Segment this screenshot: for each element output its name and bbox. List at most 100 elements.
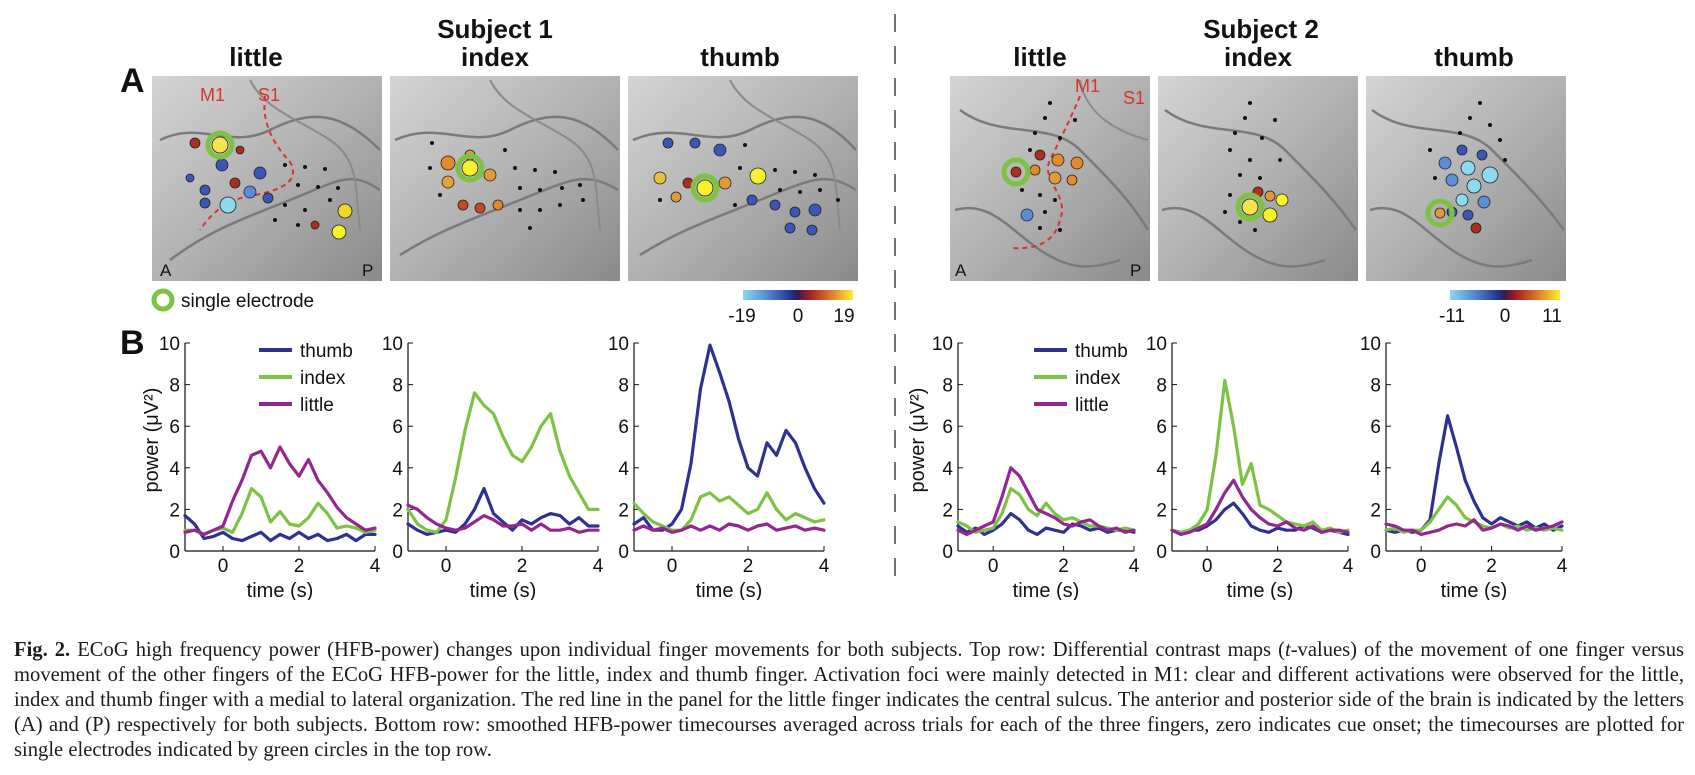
colorbar2-max: 11 [1542,306,1562,327]
x-axis-label: time (s) [1227,580,1294,600]
panel-a-label: A [120,62,145,100]
y-tick-label: 6 [392,417,403,438]
x-axis-label: time (s) [1013,580,1080,600]
y-tick-label: 6 [1156,417,1167,438]
series-line-little [1170,478,1350,537]
single-electrode-legend: single electrode [181,291,314,312]
brain-s1-little: M1 S1 A P [152,76,382,281]
legend-subject2: thumb index little [1034,341,1128,416]
x-tick-label: 4 [593,556,604,577]
x-tick-label: 2 [743,556,754,577]
series-line-index [1170,378,1350,534]
figure-caption: Fig. 2. ECoG high frequency power (HFB-p… [14,638,1684,763]
brain-s2-little: M1 S1 A P [950,76,1150,281]
s1-label-little: little [229,42,282,72]
legend-index: index [300,368,346,389]
single-electrode-legend-icon [151,288,175,312]
x-tick-label: 2 [1486,556,1497,577]
colorbar-subject1: -19 0 19 [728,290,855,327]
colorbar2-min: -11 [1439,306,1465,327]
s1-label-index: index [461,42,529,72]
timecourse-s2-little: 0 2 4 6 8 10 0 2 4 time (s) [932,334,1140,600]
series-line-index [632,491,826,532]
series-line-thumb [1384,414,1564,534]
y-tick-label: 10 [1146,334,1167,355]
series-line-thumb [406,487,600,537]
series-line-little [406,503,600,534]
y-tick-label: 10 [382,334,403,355]
legend-index: index [1075,368,1121,389]
y-tick-label: 4 [1370,459,1381,480]
y-tick-label: 6 [169,417,180,438]
y-tick-label: 0 [169,542,180,563]
x-tick-label: 0 [441,556,452,577]
y-tick-label: 0 [1156,542,1167,563]
y-tick-label: 4 [618,459,629,480]
y-tick-label: 2 [169,500,180,521]
single-electrode-marker [1425,198,1455,228]
legend-little: little [1075,395,1109,416]
legend-thumb: thumb [300,341,353,362]
series-line-little [632,522,826,534]
y-tick-label: 10 [608,334,629,355]
timecourse-s1-index: 0 2 4 6 8 10 0 2 4 time (s) [382,334,604,600]
single-electrode-marker [1235,192,1265,222]
x-tick-label: 4 [1343,556,1354,577]
y-tick-label: 10 [932,334,953,355]
colorbar2-mid: 0 [1500,306,1511,327]
y-tick-label: 4 [392,459,403,480]
y-tick-label: 0 [618,542,629,563]
y-tick-label: 4 [169,459,180,480]
brain-s2-index [1158,76,1358,281]
figure-2: Subject 1 Subject 2 little index thumb l… [120,14,1568,600]
x-tick-label: 0 [1416,556,1427,577]
y-tick-label: 8 [1156,376,1167,397]
series-line-thumb [183,513,377,543]
y-tick-label: 2 [618,500,629,521]
y-tick-label: 10 [159,334,180,355]
brain-s1-thumb [628,76,858,281]
caption-label: Fig. 2. [14,639,71,661]
y-tick-label: 4 [1156,459,1167,480]
x-axis-label: time (s) [1441,580,1508,600]
caption-text-2: -values) of the movement of one finger v… [14,639,1685,761]
caption-italic-t: t [1284,639,1291,661]
subject1-title: Subject 1 [437,14,553,44]
y-tick-label: 8 [169,376,180,397]
s1-region-label: S1 [258,85,280,105]
x-tick-label: 2 [517,556,528,577]
x-tick-label: 0 [218,556,229,577]
colorbar1-min: -19 [728,306,755,327]
single-electrode-marker [690,173,720,203]
x-tick-label: 2 [294,556,305,577]
y-tick-label: 8 [942,376,953,397]
series-line-thumb [632,343,826,532]
series-line-thumb [956,511,1136,537]
s2-label-index: index [1224,42,1292,72]
x-tick-label: 4 [370,556,381,577]
x-tick-label: 0 [667,556,678,577]
y-tick-label: 2 [942,500,953,521]
m1-label: M1 [200,85,225,105]
s1-region-label: S1 [1123,88,1145,108]
x-axis-label: time (s) [247,580,314,600]
colorbar-subject2: -11 0 11 [1439,290,1562,327]
s2-label-thumb: thumb [1434,42,1513,72]
series-line-little [956,466,1136,537]
x-tick-label: 0 [1202,556,1213,577]
y-tick-label: 8 [392,376,403,397]
legend-little: little [300,395,334,416]
single-electrode-marker [1001,157,1031,187]
y-axis-label-subject2: power (μV²) [907,388,929,493]
s2-label-little: little [1013,42,1066,72]
legend-thumb: thumb [1075,341,1128,362]
y-tick-label: 6 [1370,417,1381,438]
series-line-index [406,391,600,534]
caption-text-1: ECoG high frequency power (HFB-power) ch… [70,639,1285,661]
y-tick-label: 0 [392,542,403,563]
timecourse-s1-thumb: 0 2 4 6 8 10 0 2 4 time (s) [608,334,830,600]
y-axis-label-subject1: power (μV²) [141,388,163,493]
timecourse-s2-index: 0 2 4 6 8 10 0 2 4 time (s) [1146,334,1354,600]
posterior-label: P [1130,261,1141,280]
y-tick-label: 10 [1360,334,1381,355]
